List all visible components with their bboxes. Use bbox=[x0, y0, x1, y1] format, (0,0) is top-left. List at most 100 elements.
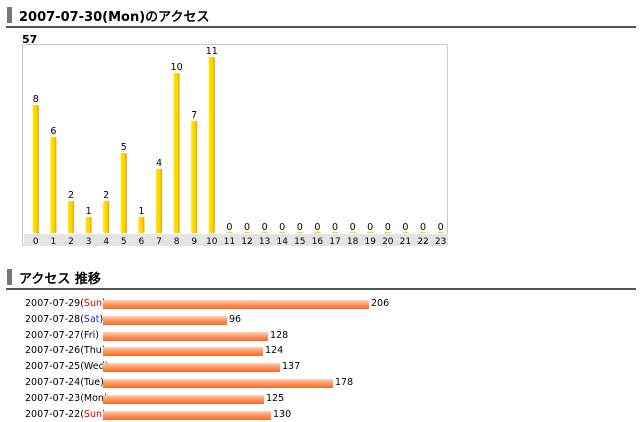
hour-bar bbox=[50, 137, 57, 233]
hour-bar bbox=[437, 232, 444, 233]
hour-tick-label: 0 bbox=[33, 237, 39, 247]
hour-value-label: 0 bbox=[244, 222, 250, 233]
trend-bar bbox=[103, 331, 268, 341]
hour-bar bbox=[68, 201, 74, 233]
hourly-access-header: 2007-07-30(Mon)のアクセス bbox=[6, 4, 636, 28]
hour-bar bbox=[314, 232, 321, 233]
hour-bar bbox=[156, 169, 162, 233]
trend-date-label: 2007-07-27(Fri) bbox=[25, 329, 99, 341]
hour-tick-label: 22 bbox=[417, 237, 428, 247]
x-axis-strip bbox=[24, 234, 448, 246]
hour-tick-label: 11 bbox=[224, 237, 235, 247]
hour-tick-label: 10 bbox=[206, 237, 218, 247]
hour-tick-label: 9 bbox=[191, 237, 197, 247]
hour-value-label: 6 bbox=[50, 126, 56, 137]
trend-bar bbox=[103, 410, 271, 420]
trend-day: Mon bbox=[83, 392, 104, 404]
trend-value: 137 bbox=[282, 361, 301, 373]
trend-date: 2007-07-26( bbox=[25, 345, 84, 357]
hour-tick-label: 20 bbox=[382, 237, 394, 247]
hour-bar bbox=[208, 57, 215, 233]
hour-value-label: 0 bbox=[332, 222, 338, 233]
hour-tick-label: 5 bbox=[121, 237, 127, 247]
total-access-count: 57 bbox=[22, 33, 38, 46]
hour-value-label: 4 bbox=[156, 158, 162, 169]
trend-date: 2007-07-29( bbox=[25, 298, 84, 309]
hour-tick-label: 19 bbox=[364, 237, 376, 247]
trend-date: 2007-07-23( bbox=[25, 392, 84, 404]
trend-bar bbox=[103, 363, 280, 373]
trend-date: 2007-07-28( bbox=[25, 313, 84, 325]
hour-tick-label: 2 bbox=[68, 237, 74, 247]
trend-date-label: 2007-07-28(Sat) bbox=[25, 313, 104, 325]
hour-tick-label: 21 bbox=[400, 237, 411, 247]
hour-value-label: 0 bbox=[402, 222, 408, 233]
hour-value-label: 0 bbox=[420, 222, 426, 233]
hour-value-label: 1 bbox=[86, 206, 92, 217]
hourly-access-title: 2007-07-30(Mon)のアクセス bbox=[19, 10, 210, 25]
header-marker-icon bbox=[7, 269, 12, 285]
trend-date: 2007-07-27( bbox=[25, 329, 84, 341]
hour-value-label: 5 bbox=[121, 142, 127, 153]
hour-tick-label: 23 bbox=[435, 237, 446, 247]
hour-bar bbox=[138, 217, 145, 233]
hour-bar bbox=[103, 201, 110, 233]
hour-value-label: 2 bbox=[68, 190, 74, 201]
hourly-access-chart: 8 0 6 1 2 2 1 3 2 4 5 5 1 6 4 7 10 8 7 9 11 10 0 11 0 12 0 13 0 14 0 15… bbox=[22, 44, 448, 247]
trend-value: 206 bbox=[371, 298, 390, 309]
hour-value-label: 11 bbox=[206, 46, 218, 57]
trend-date: 2007-07-22( bbox=[25, 408, 84, 420]
hour-bar bbox=[261, 232, 268, 233]
hour-tick-label: 3 bbox=[86, 237, 92, 247]
hour-value-label: 0 bbox=[314, 222, 320, 233]
hour-bar bbox=[226, 232, 233, 233]
hour-value-label: 0 bbox=[438, 222, 444, 233]
hour-bar bbox=[279, 232, 286, 233]
trend-value: 96 bbox=[229, 313, 242, 325]
trend-date: 2007-07-24( bbox=[25, 377, 84, 388]
hour-value-label: 0 bbox=[297, 222, 303, 233]
hour-tick-label: 12 bbox=[241, 237, 252, 247]
hour-tick-label: 4 bbox=[103, 237, 109, 247]
trend-day: Sun bbox=[83, 408, 102, 420]
trend-bar bbox=[103, 347, 263, 357]
access-trend-header: アクセス 推移 bbox=[6, 266, 636, 290]
hour-tick-label: 6 bbox=[139, 237, 145, 247]
hour-bar bbox=[402, 232, 409, 233]
trend-value: 130 bbox=[273, 408, 292, 420]
hour-bar bbox=[85, 217, 92, 233]
trend-date-label: 2007-07-25(Wed) bbox=[25, 361, 109, 373]
trend-date-label: 2007-07-24(Tue) bbox=[25, 377, 104, 388]
hour-tick-label: 14 bbox=[276, 237, 288, 247]
header-marker-icon bbox=[7, 7, 12, 23]
hour-bar bbox=[32, 105, 39, 233]
hour-tick-label: 15 bbox=[294, 237, 305, 247]
hour-bar bbox=[367, 232, 374, 233]
trend-day: Thu bbox=[83, 345, 102, 357]
hour-tick-label: 13 bbox=[259, 237, 270, 247]
hour-value-label: 7 bbox=[191, 110, 197, 121]
hour-bar bbox=[120, 153, 127, 233]
trend-value: 178 bbox=[335, 377, 354, 388]
hour-tick-label: 16 bbox=[312, 237, 324, 247]
hour-value-label: 0 bbox=[279, 222, 285, 233]
hour-bar bbox=[420, 232, 426, 233]
trend-bar bbox=[103, 394, 264, 404]
trend-day: Tue bbox=[83, 377, 101, 388]
trend-bar bbox=[103, 300, 369, 309]
trend-day: Sat bbox=[83, 313, 100, 325]
hour-bar bbox=[384, 232, 391, 233]
trend-value: 124 bbox=[265, 345, 284, 357]
trend-bar bbox=[103, 379, 333, 388]
hour-tick-label: 17 bbox=[329, 237, 340, 247]
trend-day: Sun bbox=[83, 298, 102, 309]
hour-value-label: 0 bbox=[367, 222, 373, 233]
hour-tick-label: 1 bbox=[51, 237, 57, 247]
trend-day: Fri bbox=[83, 329, 96, 341]
hour-bar bbox=[244, 232, 250, 233]
hour-bar bbox=[173, 73, 180, 233]
hour-bar bbox=[349, 232, 356, 233]
hour-bar bbox=[296, 232, 303, 233]
hour-value-label: 0 bbox=[262, 222, 268, 233]
hour-value-label: 0 bbox=[226, 222, 232, 233]
